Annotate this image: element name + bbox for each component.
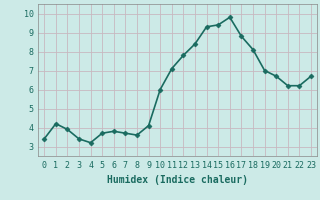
X-axis label: Humidex (Indice chaleur): Humidex (Indice chaleur): [107, 175, 248, 185]
